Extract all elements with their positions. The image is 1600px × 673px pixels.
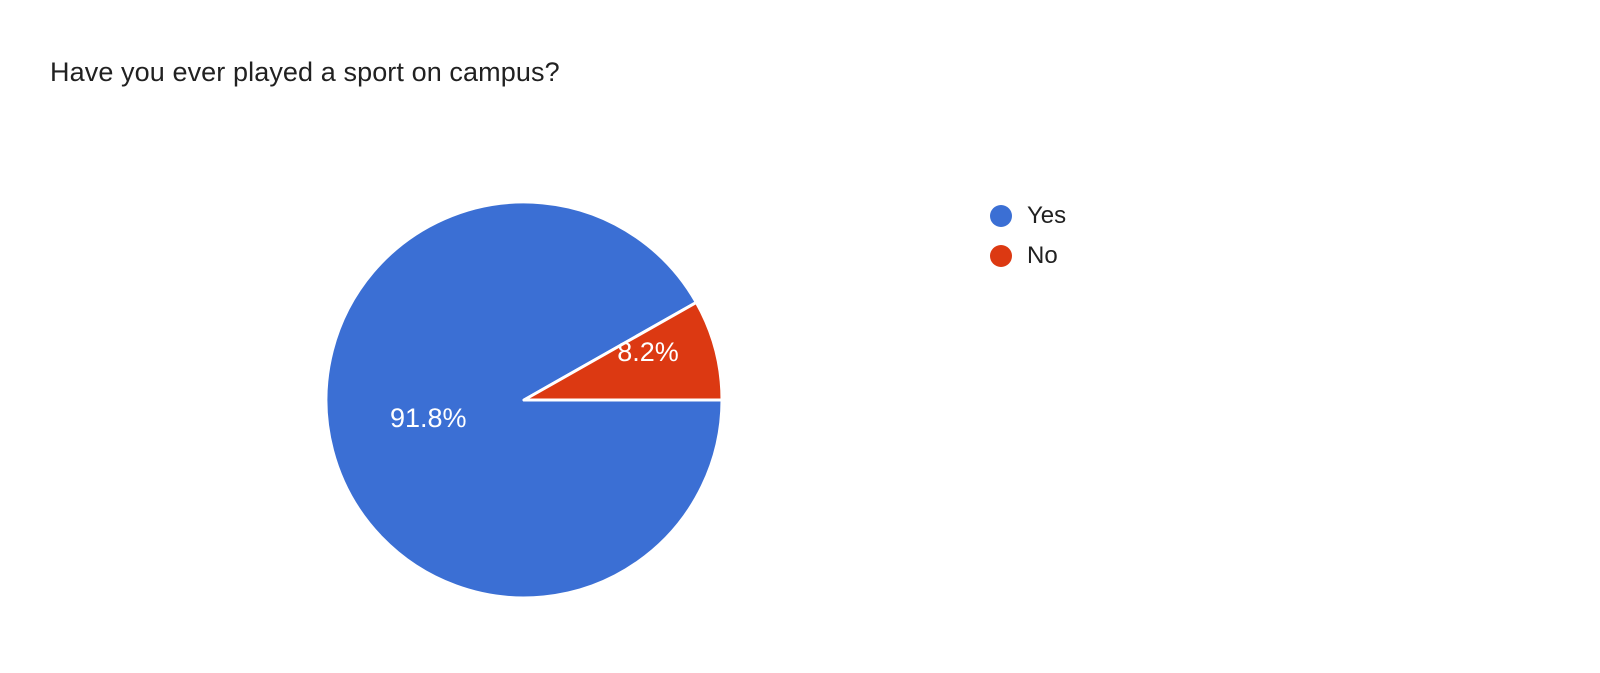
legend-swatch-no-icon xyxy=(990,245,1012,267)
legend-item-yes[interactable]: Yes xyxy=(990,196,1290,236)
legend-label-no: No xyxy=(1027,242,1058,269)
chart-title: Have you ever played a sport on campus? xyxy=(50,57,560,87)
legend-swatch-yes-icon xyxy=(990,205,1012,227)
pie-slice-label-no: 8.2% xyxy=(617,337,679,367)
pie-chart-graphic: 91.8% 8.2% xyxy=(324,200,724,600)
legend-item-no[interactable]: No xyxy=(990,236,1290,276)
chart-legend: Yes No xyxy=(990,196,1290,276)
pie-slice-label-yes: 91.8% xyxy=(390,403,467,433)
legend-label-yes: Yes xyxy=(1027,202,1067,229)
pie-slice-no[interactable] xyxy=(522,300,724,402)
